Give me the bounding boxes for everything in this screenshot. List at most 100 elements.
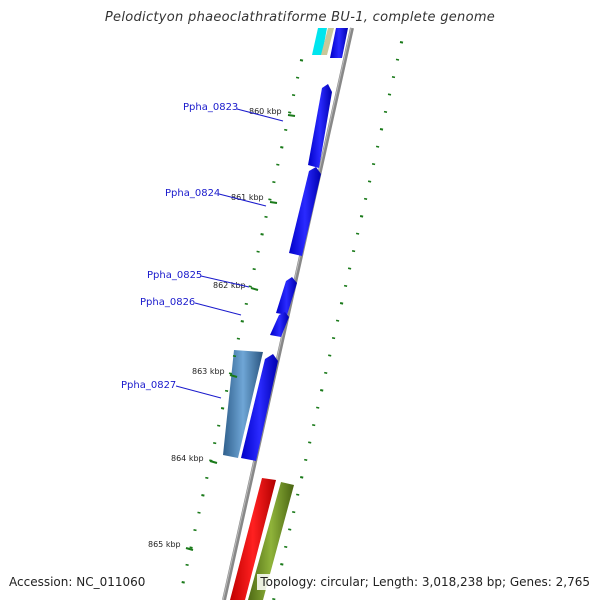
outer-tick [296,493,300,496]
outer-tick [387,93,392,96]
outer-tick [355,232,360,235]
outer-tick [367,180,372,183]
outer-tick [359,215,364,218]
cds-ppha-0823[interactable] [308,84,332,168]
map-title: Pelodictyon phaeoclathratiforme BU-1, co… [104,10,496,25]
red-feature [230,478,276,600]
inner-tick [288,111,292,114]
outer-tick [339,302,344,305]
outer-tick [328,354,332,357]
outer-tick [371,163,376,166]
leader-ppha-0825 [200,275,250,288]
gene-label-ppha-0825[interactable]: Ppha_0825 [147,270,202,281]
leader-ppha-0823 [236,108,284,122]
outer-tick [272,598,276,600]
major-tick-863 [229,374,238,378]
inner-tick [213,442,217,445]
inner-tick [244,302,248,305]
outer-tick [280,563,284,566]
outer-tick [399,41,404,44]
outer-tick [312,424,316,427]
gene-label-ppha-0827[interactable]: Ppha_0827 [121,380,176,391]
major-tick-861 [269,201,278,204]
inner-tick [185,563,189,566]
tick-marks-outer [272,41,404,600]
inner-tick [236,337,241,340]
kbp-label-861: 861 kbp [231,193,264,202]
inner-tick [256,250,260,253]
gene-label-ppha-0823[interactable]: Ppha_0823 [183,102,238,113]
major-tick-865 [185,547,194,551]
inner-tick [299,59,304,62]
outer-tick [375,145,380,148]
inner-tick [201,494,205,497]
cds-ppha-0826[interactable] [270,312,289,337]
inner-tick [276,163,280,166]
leader-ppha-0826 [194,302,242,316]
inner-tick [205,476,209,479]
inner-tick [181,581,185,584]
outer-tick [383,110,388,113]
reverse-cds-feature[interactable] [223,350,263,458]
leader-ppha-0824 [218,193,267,207]
gene-label-ppha-0824[interactable]: Ppha_0824 [165,188,220,199]
inner-tick [228,372,233,375]
outer-tick [395,58,400,61]
leader-ppha-0827 [175,385,222,399]
inner-tick [264,215,268,218]
outer-tick [347,267,352,270]
inner-tick [252,268,256,271]
outer-tick [324,371,328,374]
outer-tick [292,511,296,514]
kbp-label-864: 864 kbp [171,454,204,463]
inner-tick [217,424,221,427]
kbp-label-860: 860 kbp [249,107,282,116]
inner-tick [232,355,237,358]
cds-ppha-0827[interactable] [241,354,278,461]
tan-feature [321,28,334,55]
outer-tick [284,545,288,548]
inner-tick [193,529,197,532]
kbp-label-865: 865 kbp [148,540,181,549]
inner-tick [220,407,225,410]
olive-feature [248,482,294,600]
inner-tick [280,146,284,149]
inner-tick [268,198,272,201]
outer-tick [300,476,304,479]
major-tick-862 [250,287,259,291]
kbp-label-863: 863 kbp [192,367,225,376]
outer-tick [363,197,368,200]
inner-tick [189,546,193,549]
outer-tick [379,128,384,131]
outer-tick [351,250,356,253]
inner-tick [284,128,288,131]
kbp-label-862: 862 kbp [213,281,246,290]
cds-ppha-0824[interactable] [289,167,321,256]
top-forward-cds [330,28,348,58]
outer-tick [304,458,308,461]
inner-tick [240,320,244,323]
inner-tick [295,76,300,79]
major-tick-864 [209,460,218,464]
inner-tick [248,285,252,288]
outer-tick [288,528,292,531]
major-tick-860 [287,114,296,117]
outer-tick [308,441,312,444]
gene-label-ppha-0826[interactable]: Ppha_0826 [140,297,195,308]
inner-tick [291,94,296,97]
outer-tick [316,406,320,409]
inner-tick [272,181,276,184]
cds-ppha-0825[interactable] [276,277,297,315]
inner-tick [224,389,229,392]
accession-text: Accession: NC_011060 [6,574,149,590]
outer-tick [331,337,336,340]
inner-tick [260,233,264,236]
outer-tick [335,319,340,322]
inner-tick [197,511,201,514]
outer-tick [391,76,396,79]
topology-text: Topology: circular; Length: 3,018,238 bp… [257,574,593,590]
genome-backbone [222,27,354,600]
outer-tick [343,284,348,287]
outer-tick [320,389,324,392]
